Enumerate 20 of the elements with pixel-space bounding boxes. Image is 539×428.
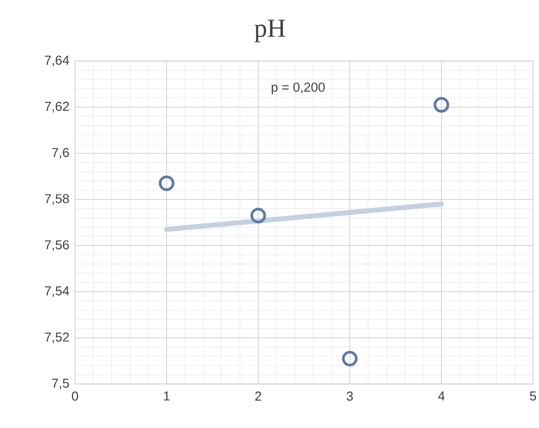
x-tick-label: 1 [164, 392, 170, 400]
y-tick-label: 7,62 [44, 102, 69, 112]
x-tick-label: 5 [530, 392, 536, 401]
x-tick-label: 4 [438, 392, 445, 400]
y-tick-label: 7,54 [44, 286, 70, 297]
y-tick-label: 7,5 [52, 378, 69, 390]
point [434, 97, 450, 113]
x-tick-label: 2 [255, 392, 262, 401]
y-tick-label: 7,52 [44, 332, 69, 344]
y-tick-label: 7,6 [52, 148, 69, 159]
x-tick-label: 3 [346, 392, 353, 401]
y-tick-label: 7,64 [44, 56, 70, 66]
annotation: p = 0,200 [272, 82, 325, 94]
chart-title: pH [254, 20, 286, 42]
y-tick-label: 7,56 [44, 240, 69, 251]
point [250, 208, 266, 224]
x-tick-label: 0 [72, 392, 78, 401]
y-tick-label: 7,58 [44, 194, 69, 205]
point [342, 350, 358, 366]
point [158, 175, 174, 192]
